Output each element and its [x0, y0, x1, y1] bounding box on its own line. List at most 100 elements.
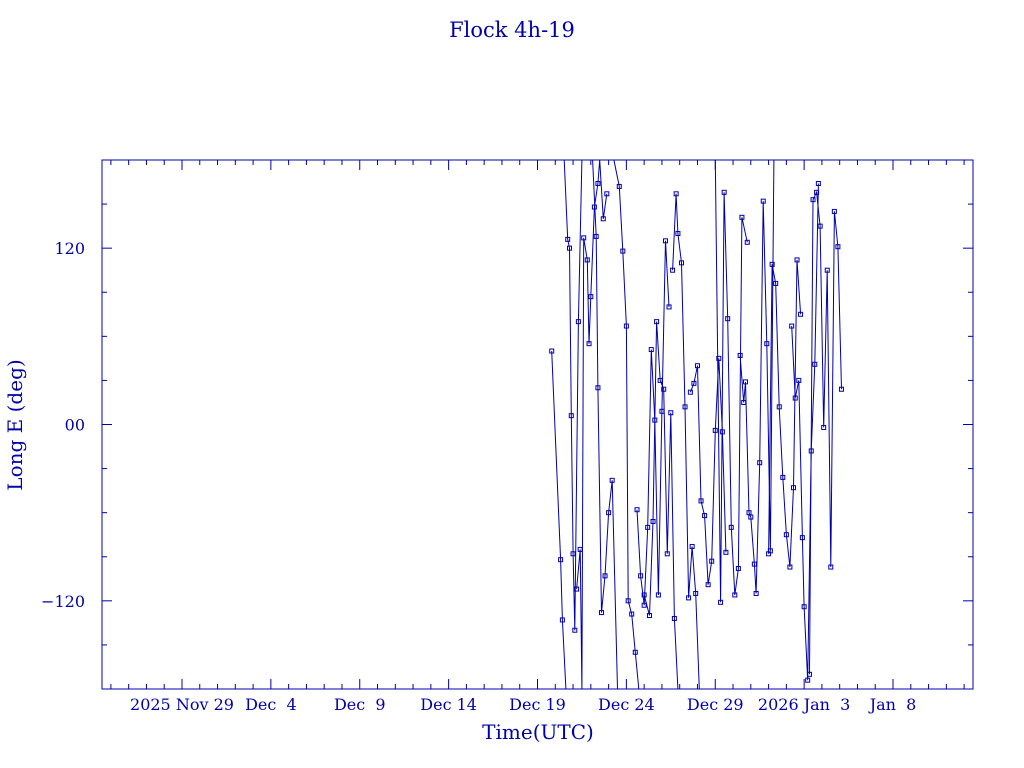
- data-point: [723, 549, 729, 555]
- series-2: [563, 159, 586, 633]
- data-point: [650, 518, 656, 524]
- data-point: [725, 316, 731, 322]
- data-point: [744, 239, 750, 245]
- data-point: [662, 238, 668, 244]
- data-point: [638, 573, 644, 579]
- data-point: [568, 413, 574, 419]
- series-line: [563, 159, 586, 631]
- data-point: [835, 244, 841, 250]
- data-point: [570, 551, 576, 557]
- x-tick-label: Dec 19: [509, 695, 566, 714]
- data-point: [634, 507, 640, 513]
- data-point: [586, 341, 592, 347]
- data-point: [817, 223, 823, 229]
- data-point: [574, 586, 580, 592]
- data-point: [821, 424, 827, 430]
- data-point: [812, 361, 818, 367]
- data-point: [718, 599, 724, 605]
- data-point: [641, 592, 647, 598]
- data-point: [694, 363, 700, 369]
- data-point: [595, 181, 601, 187]
- data-point: [814, 189, 820, 195]
- data-point: [572, 627, 578, 633]
- x-tick-labels: 2025 Nov 29 Dec 4 Dec 9 Dec 14 Dec 19 Dec 24 D…: [130, 695, 916, 714]
- axis-ticks: [102, 160, 973, 689]
- series-line: [791, 183, 819, 681]
- series-10: [714, 159, 750, 605]
- x-tick-label: Jan 8: [868, 695, 917, 714]
- data-point: [689, 543, 695, 549]
- chart-title: Flock 4h-19: [449, 18, 575, 42]
- data-point: [566, 245, 572, 251]
- x-tick-label: Dec 29: [687, 695, 744, 714]
- data-point: [798, 311, 804, 317]
- data-point: [739, 214, 745, 220]
- data-point: [789, 323, 795, 329]
- y-tick-label: −120: [41, 592, 85, 611]
- data-point: [588, 294, 594, 300]
- data-point: [616, 183, 622, 189]
- data-point: [682, 404, 688, 410]
- y-axis-label: Long E (deg): [3, 359, 27, 490]
- data-point: [632, 649, 638, 655]
- series-1: [549, 348, 568, 690]
- data-point: [625, 598, 631, 604]
- data-point: [810, 197, 816, 203]
- series-group: [549, 159, 844, 690]
- data-point: [764, 341, 770, 347]
- series-line: [613, 159, 640, 690]
- data-point: [709, 558, 715, 564]
- data-point: [735, 566, 741, 572]
- data-point: [558, 557, 564, 563]
- data-point: [577, 546, 583, 552]
- series-7: [641, 319, 679, 690]
- data-point: [769, 261, 775, 267]
- series-line: [768, 259, 802, 568]
- y-tick-label: 00: [65, 416, 85, 435]
- data-point: [815, 181, 821, 187]
- data-point: [604, 191, 610, 197]
- x-tick-label: Dec 9: [334, 695, 386, 714]
- data-point: [716, 355, 722, 361]
- data-point: [760, 198, 766, 204]
- x-tick-label: 2026 Jan 3: [758, 695, 850, 714]
- data-point: [661, 386, 667, 392]
- series-8: [670, 191, 700, 690]
- data-point: [828, 564, 834, 570]
- series-9: [687, 355, 729, 588]
- data-point: [620, 248, 626, 254]
- data-point: [606, 510, 612, 516]
- data-point: [748, 514, 754, 520]
- data-point: [766, 551, 772, 557]
- data-point: [787, 564, 793, 570]
- data-point: [776, 404, 782, 410]
- data-point: [686, 595, 692, 601]
- series-line: [551, 350, 568, 690]
- data-point: [629, 611, 635, 617]
- series-3: [574, 159, 610, 690]
- data-point: [705, 582, 711, 588]
- data-point: [773, 280, 779, 286]
- data-point: [702, 513, 708, 519]
- data-point: [641, 602, 647, 608]
- data-point: [712, 427, 718, 433]
- series-4: [592, 159, 618, 690]
- data-point: [678, 260, 684, 266]
- y-tick-labels: −120 00 120: [41, 239, 85, 611]
- data-point: [565, 236, 571, 242]
- series-line: [739, 159, 775, 594]
- data-point: [698, 498, 704, 504]
- data-point: [671, 615, 677, 621]
- data-point: [623, 323, 629, 329]
- data-point: [757, 460, 763, 466]
- series-line: [809, 190, 842, 675]
- data-point: [645, 524, 651, 530]
- data-point: [751, 561, 757, 567]
- data-point: [657, 377, 663, 383]
- series-line: [689, 358, 727, 585]
- series-14: [806, 189, 844, 677]
- data-point: [796, 377, 802, 383]
- data-point: [792, 395, 798, 401]
- data-point: [737, 352, 743, 358]
- y-tick-label: 120: [54, 239, 85, 258]
